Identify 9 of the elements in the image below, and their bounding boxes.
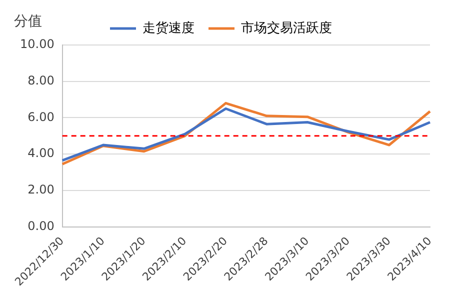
legend-label: 走货速度 [142,20,194,36]
y-tick-label: 6.00 [28,110,54,124]
y-tick-label: 8.00 [28,73,54,88]
y-tick-label: 0.00 [28,218,54,233]
y-axis-title: 分值 [14,14,42,30]
y-tick-label: 10.00 [20,37,54,52]
y-tick-label: 2.00 [28,182,54,197]
legend-label: 市场交易活跃度 [241,20,332,36]
y-tick-label: 4.00 [28,146,54,160]
